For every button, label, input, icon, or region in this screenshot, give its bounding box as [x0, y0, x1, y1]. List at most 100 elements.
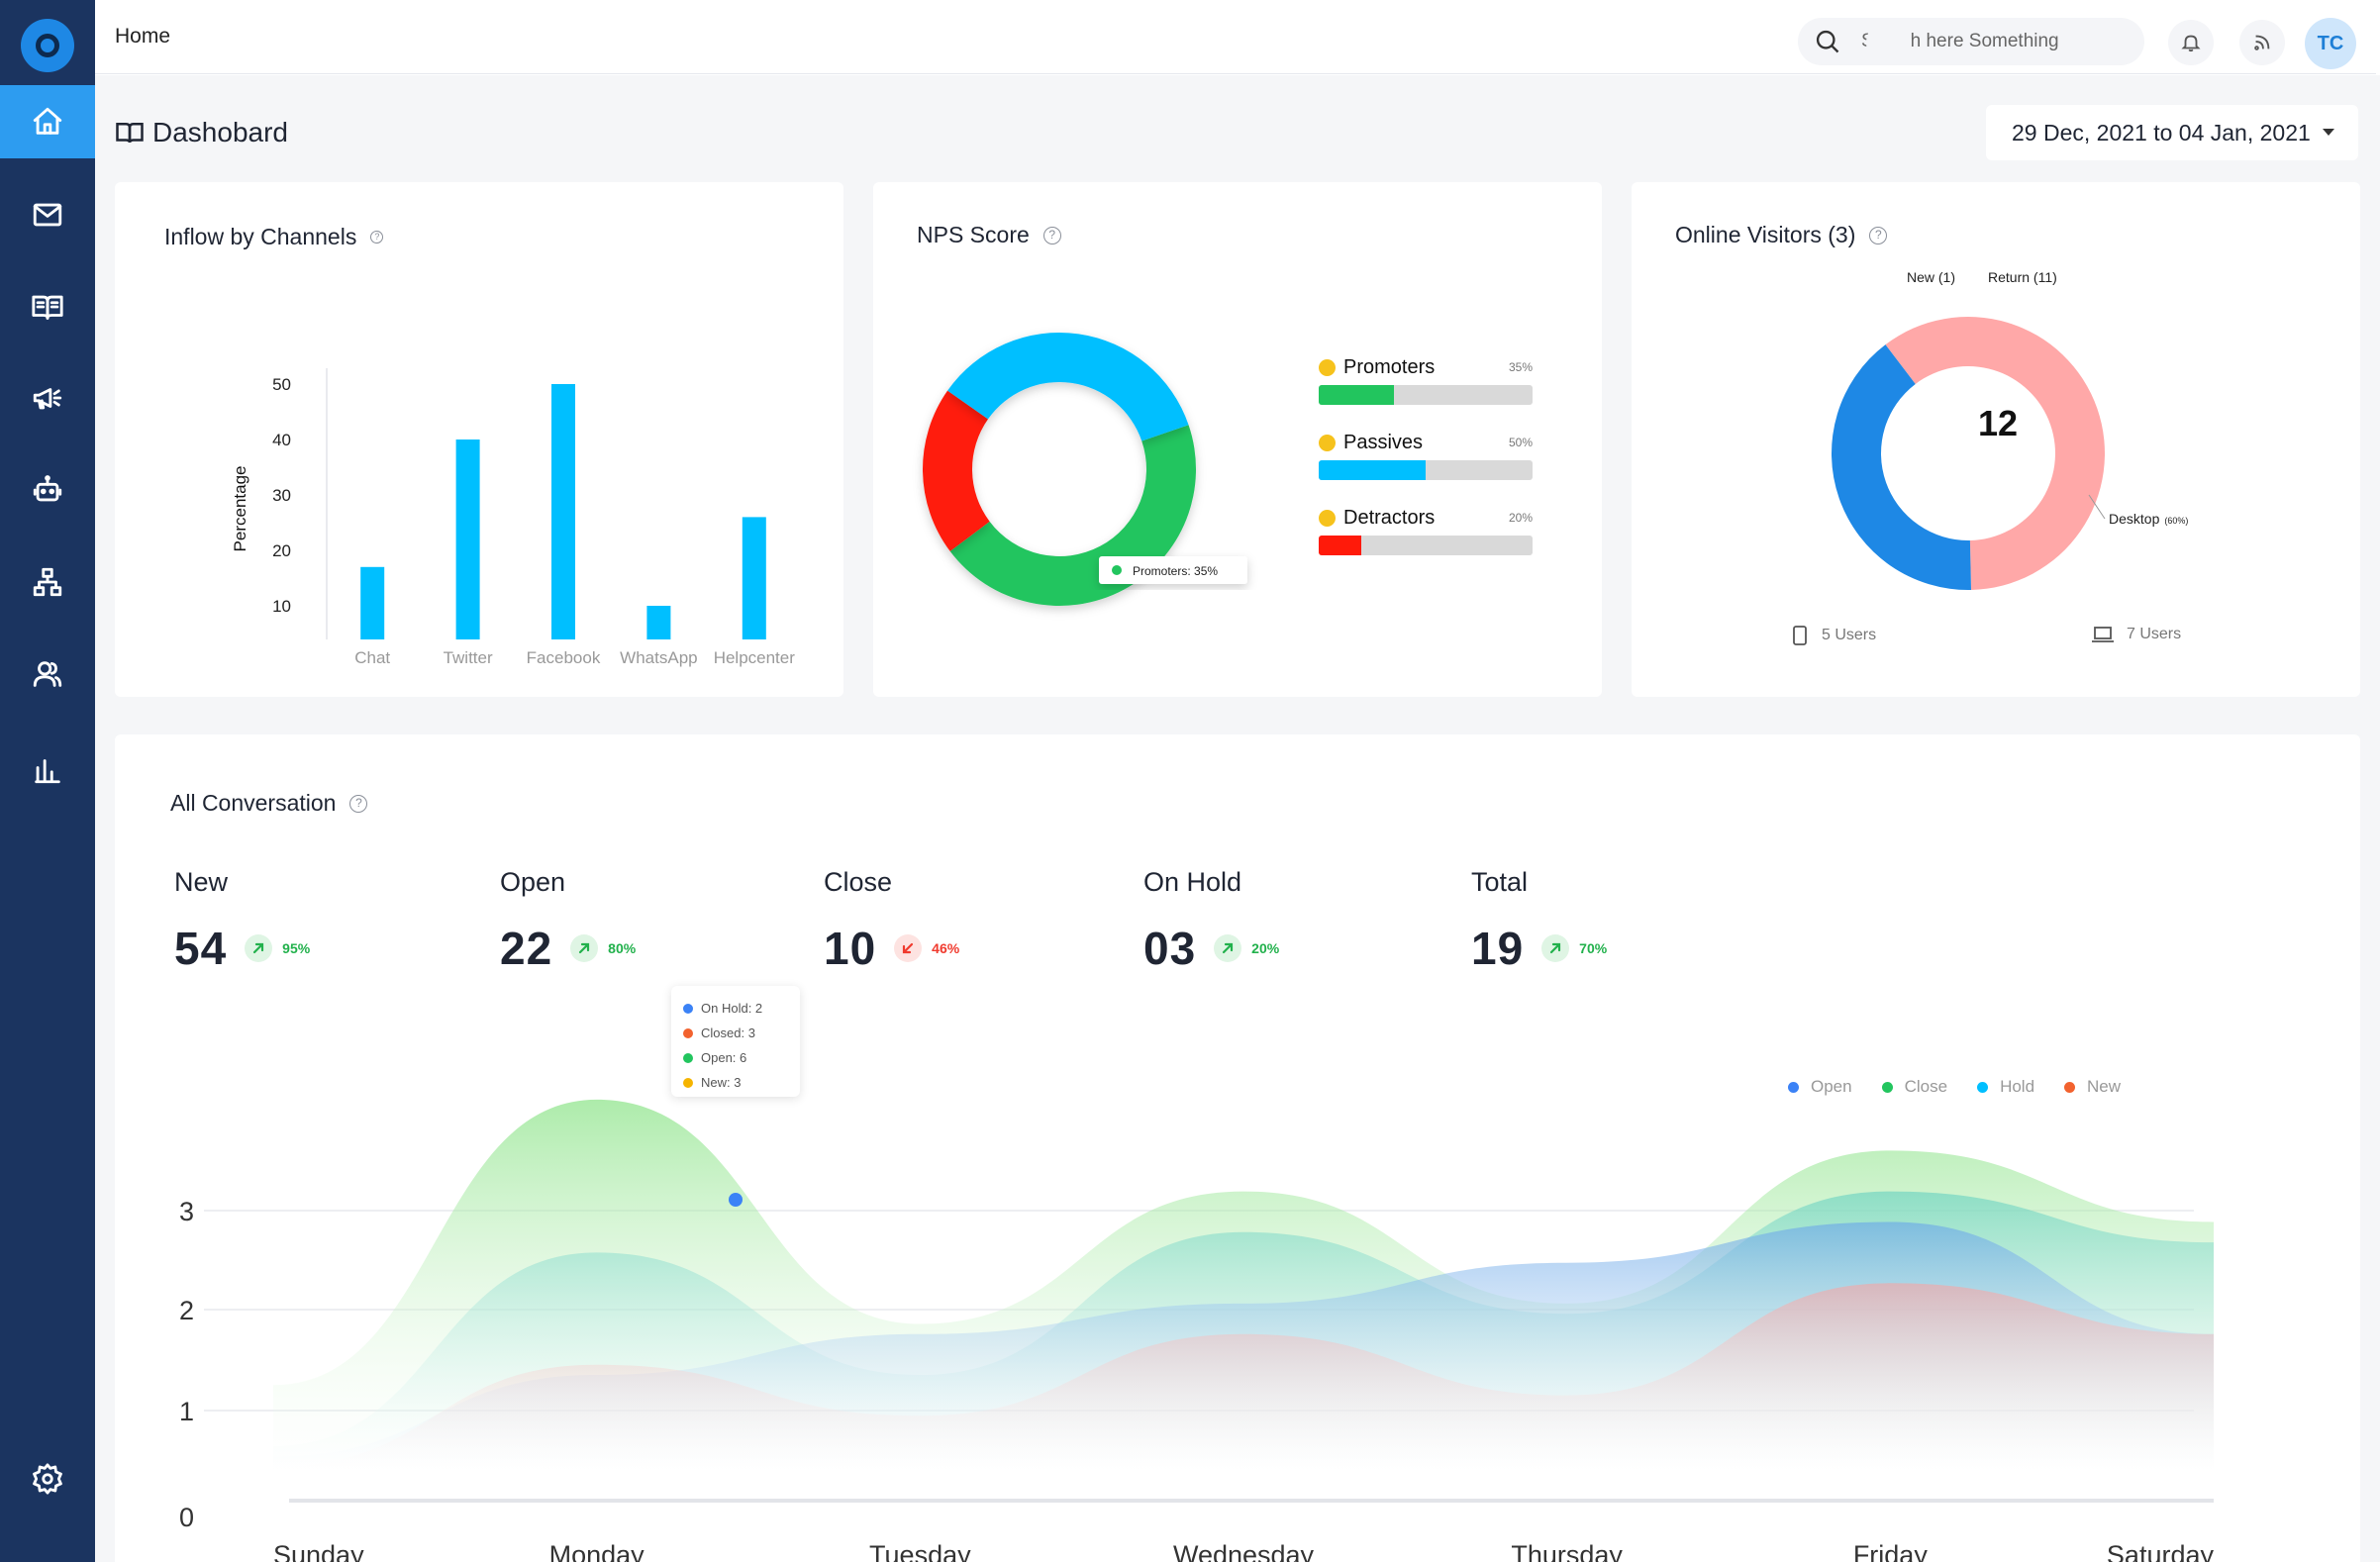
nps-label: Passives [1343, 432, 1424, 453]
stat-close: Close 10 46% [824, 867, 959, 975]
nav-campaigns[interactable] [0, 361, 95, 435]
bar[interactable] [646, 606, 671, 639]
page-title-text: Dashobard [152, 117, 288, 147]
stat-name: On Hold [1143, 867, 1242, 897]
x-tick-label: Saturday [2107, 1540, 2215, 1562]
stat-total: Total 19 70% [1471, 867, 1607, 975]
home-icon [33, 107, 62, 135]
search-input[interactable] [1861, 31, 2119, 52]
area-series-new[interactable] [273, 1283, 2214, 1471]
logo-icon[interactable] [21, 19, 74, 72]
nps-row-passives: Passives 50% [1319, 432, 1535, 480]
y-tick-label: 2 [179, 1296, 194, 1325]
nav-analytics[interactable] [0, 732, 95, 806]
bar[interactable] [360, 566, 385, 639]
gear-icon [33, 1463, 62, 1495]
x-tick-label: Helpcenter [714, 648, 796, 667]
chevron-down-icon [2323, 129, 2334, 136]
conversation-card: All Conversation ? New 54 95% Open 22 80%… [115, 734, 2360, 1562]
bell-button[interactable] [2168, 20, 2214, 65]
nps-progress [1319, 385, 1533, 405]
visitors-title: Online Visitors (3) [1675, 222, 1856, 247]
help-icon[interactable]: ? [1869, 226, 1888, 244]
stat-name: Open [500, 867, 566, 897]
tooltip-item: On Hold: 2 [683, 996, 788, 1021]
donut-slice[interactable] [1885, 317, 2105, 590]
rss-icon [2254, 35, 2270, 50]
stat-value: 19 [1471, 923, 1525, 974]
bot-icon [33, 475, 62, 502]
y-tick-label: 20 [272, 541, 291, 560]
nav-mail[interactable] [0, 178, 95, 251]
x-tick-label: Sunday [273, 1540, 364, 1562]
stat-change: 46% [932, 940, 960, 956]
nav-settings[interactable] [0, 1442, 95, 1515]
nps-card: NPS Score ? Promoters: 35% Promoters 35%… [873, 182, 1602, 697]
stat-name: Total [1471, 867, 1529, 897]
megaphone-icon [33, 388, 62, 410]
donut-slice[interactable] [1832, 344, 1971, 590]
date-range-picker[interactable]: 29 Dec, 2021 to 04 Jan, 2021 [1986, 105, 2358, 160]
nav-knowledge[interactable] [0, 270, 95, 343]
y-tick-label: 30 [272, 486, 291, 505]
chart-legend: Open Close Hold New [1788, 1077, 2150, 1097]
nps-pct: 20% [1508, 511, 1533, 525]
nps-progress [1319, 460, 1533, 480]
x-tick-label: Chat [354, 648, 390, 667]
help-icon[interactable]: ? [349, 794, 368, 813]
conversation-title: All Conversation [170, 790, 337, 816]
desktop-users-text: 7 Users [2127, 626, 2182, 642]
trend-up-icon [1541, 934, 1570, 962]
hover-point[interactable] [729, 1193, 743, 1207]
chart-tooltip: On Hold: 2 Closed: 3 Open: 6 New: 3 [671, 986, 800, 1097]
legend-item-hold[interactable]: Hold [1977, 1077, 2034, 1097]
x-tick-label: Twitter [444, 648, 493, 667]
donut-slice[interactable] [923, 390, 990, 551]
label-return: Return (11) [1988, 269, 2057, 285]
date-range-text: 29 Dec, 2021 to 04 Jan, 2021 [2012, 119, 2311, 146]
breadcrumb[interactable]: Home [115, 25, 171, 48]
x-tick-label: Wednesday [1173, 1540, 1315, 1562]
help-icon[interactable]: ? [370, 231, 384, 244]
nav-home[interactable] [0, 85, 95, 158]
emoji-icon [1319, 359, 1336, 376]
legend-item-open[interactable]: Open [1788, 1077, 1852, 1097]
stat-value: 10 [824, 923, 877, 974]
nav-contacts[interactable] [0, 637, 95, 711]
nav-bots[interactable] [0, 453, 95, 527]
y-tick-label: 3 [179, 1197, 194, 1226]
label-desktop-text: Desktop [2109, 511, 2160, 527]
y-axis-label: Percentage [231, 466, 249, 552]
mobile-users-text: 5 Users [1822, 627, 1877, 643]
desktop-leader-line [2088, 494, 2106, 520]
nps-label: Detractors [1343, 507, 1436, 529]
trend-up-icon [1214, 934, 1242, 962]
book-icon [32, 295, 63, 320]
bar[interactable] [551, 384, 575, 639]
stat-value: 03 [1143, 923, 1197, 974]
notifications-button[interactable] [1866, 20, 1912, 65]
feed-button[interactable] [2239, 20, 2285, 65]
mobile-icon [1793, 626, 1807, 645]
x-tick-label: Tuesday [869, 1540, 971, 1562]
bar[interactable] [742, 517, 766, 639]
trend-up-icon [245, 934, 273, 962]
stat-change: 80% [608, 940, 637, 956]
nps-pct: 35% [1508, 360, 1533, 374]
y-tick-label: 0 [179, 1503, 194, 1532]
svg-text:Promoters: 35%: Promoters: 35% [1133, 564, 1218, 578]
avatar[interactable]: TC [2305, 18, 2356, 69]
help-icon[interactable]: ? [1042, 226, 1061, 244]
legend-item-close[interactable]: Close [1881, 1077, 1947, 1097]
donut-slice[interactable] [947, 333, 1189, 441]
x-tick-label: Facebook [527, 648, 601, 667]
nps-label: Promoters [1343, 356, 1436, 378]
laptop-icon [2092, 627, 2114, 642]
bar[interactable] [455, 439, 480, 639]
sidebar [0, 0, 95, 1562]
stat-value: 22 [500, 923, 553, 974]
stat-name: Close [824, 867, 893, 897]
stat-change: 70% [1579, 940, 1608, 956]
legend-item-new[interactable]: New [2064, 1077, 2121, 1097]
nav-hierarchy[interactable] [0, 545, 95, 619]
